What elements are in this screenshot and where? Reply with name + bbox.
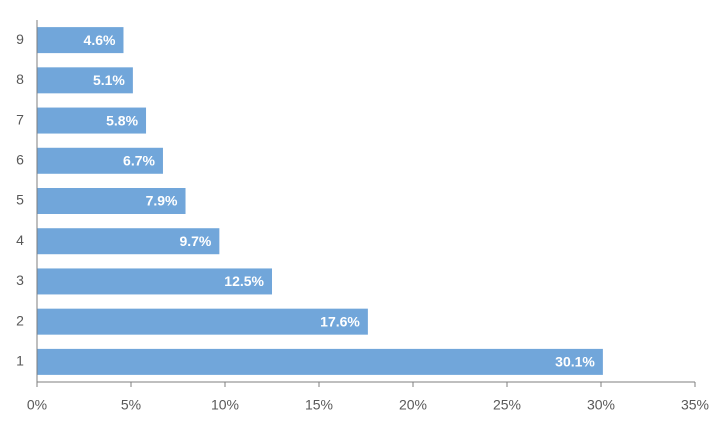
x-tick-label: 15% (305, 397, 333, 413)
value-label: 30.1% (555, 354, 595, 370)
bar (37, 27, 124, 54)
x-tick-label: 20% (399, 397, 427, 413)
x-tick-label: 5% (121, 397, 141, 413)
x-tick-label: 0% (27, 397, 47, 413)
y-tick-label: 7 (16, 111, 24, 127)
y-tick-label: 4 (16, 232, 24, 248)
value-label: 4.6% (84, 32, 116, 48)
value-label: 6.7% (123, 152, 155, 168)
bar (37, 188, 186, 214)
x-tick-label: 35% (681, 397, 709, 413)
x-tick-label: 10% (211, 397, 239, 413)
bar (37, 107, 147, 134)
bar (37, 308, 368, 335)
bar (37, 147, 163, 174)
y-tick-label: 1 (16, 353, 24, 369)
value-label: 5.8% (106, 112, 138, 128)
value-label: 5.1% (93, 72, 125, 88)
value-label: 7.9% (146, 193, 178, 209)
value-label: 9.7% (179, 233, 211, 249)
y-tick-label: 6 (16, 151, 24, 167)
bar (37, 67, 133, 94)
bar (37, 348, 603, 375)
y-tick-label: 9 (16, 31, 24, 47)
x-tick-label: 25% (493, 397, 521, 413)
value-label: 17.6% (320, 313, 360, 329)
y-tick-label: 8 (16, 71, 24, 87)
value-label: 12.5% (224, 273, 264, 289)
x-tick-label: 30% (587, 397, 615, 413)
bar (37, 228, 220, 255)
y-tick-label: 3 (16, 272, 24, 288)
y-tick-label: 5 (16, 192, 24, 208)
bar (37, 268, 272, 295)
y-tick-label: 2 (16, 312, 24, 328)
